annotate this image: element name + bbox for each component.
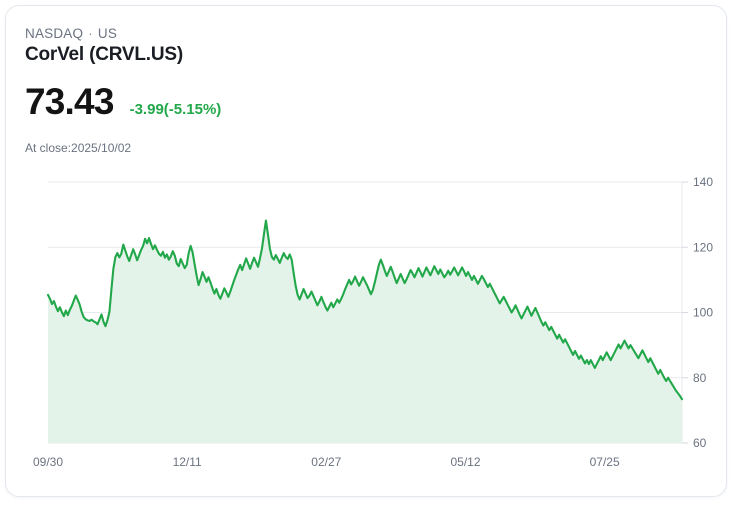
xtick-label: 05/12 bbox=[450, 455, 480, 469]
chart-ytick-marks bbox=[682, 181, 688, 444]
price-line bbox=[46, 219, 684, 401]
price-chart[interactable]: 140 120 100 80 60 09/30 12/11 02/27 05/12 07/25 bbox=[6, 166, 726, 486]
chart-xtick-labels: 09/30 12/11 02/27 05/12 07/25 bbox=[33, 455, 620, 469]
exchange-name: NASDAQ bbox=[25, 26, 84, 41]
ytick-label: 60 bbox=[693, 436, 707, 450]
page-title: CorVel (CRVL.US) bbox=[25, 44, 183, 65]
price-area-fill bbox=[48, 220, 682, 443]
xtick-label: 12/11 bbox=[173, 455, 202, 469]
xtick-label: 09/30 bbox=[33, 455, 63, 469]
xtick-label: 02/27 bbox=[311, 455, 341, 469]
price-change: -3.99(-5.15%) bbox=[129, 101, 222, 118]
market-status-note: At close:2025/10/02 bbox=[25, 141, 132, 155]
market-region: US bbox=[97, 26, 118, 41]
exchange-line: NASDAQ · US bbox=[25, 26, 117, 41]
ytick-label: 100 bbox=[693, 306, 713, 320]
xtick-label: 07/25 bbox=[590, 455, 620, 469]
ytick-label: 80 bbox=[693, 371, 707, 385]
ytick-label: 140 bbox=[693, 175, 713, 189]
chart-ytick-labels: 140 120 100 80 60 bbox=[693, 175, 713, 450]
price-chart-svg[interactable]: 140 120 100 80 60 09/30 12/11 02/27 05/12 07/25 bbox=[6, 166, 726, 486]
current-price: 73.43 bbox=[25, 81, 114, 122]
stock-quote-card: NASDAQ · US CorVel (CRVL.US) 73.43 -3.99(-… bbox=[5, 5, 727, 497]
ytick-label: 120 bbox=[693, 240, 713, 254]
price-row: 73.43 -3.99(-5.15%) bbox=[25, 83, 221, 120]
exchange-separator: · bbox=[88, 26, 93, 41]
